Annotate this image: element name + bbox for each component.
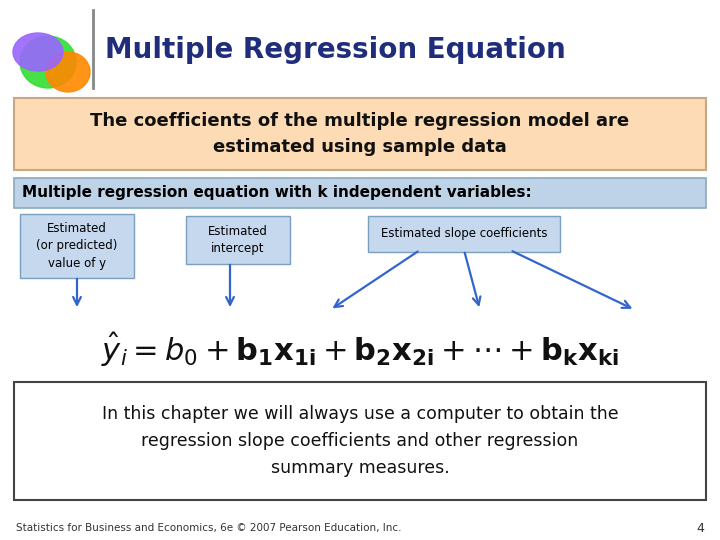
Text: The coefficients of the multiple regression model are
estimated using sample dat: The coefficients of the multiple regress… bbox=[91, 112, 629, 156]
FancyBboxPatch shape bbox=[14, 382, 706, 500]
Text: Statistics for Business and Economics, 6e © 2007 Pearson Education, Inc.: Statistics for Business and Economics, 6… bbox=[16, 523, 402, 533]
Text: In this chapter we will always use a computer to obtain the
regression slope coe: In this chapter we will always use a com… bbox=[102, 405, 618, 477]
FancyBboxPatch shape bbox=[186, 216, 290, 264]
FancyBboxPatch shape bbox=[14, 178, 706, 208]
Text: Estimated
(or predicted)
value of y: Estimated (or predicted) value of y bbox=[36, 222, 117, 269]
Ellipse shape bbox=[20, 36, 76, 88]
Text: Multiple Regression Equation: Multiple Regression Equation bbox=[105, 36, 566, 64]
Ellipse shape bbox=[46, 52, 90, 92]
Text: $\hat{y}_i = b_0 + \mathbf{b_1}\mathbf{x_{1i}} + \mathbf{b_2}\mathbf{x_{2i}} + \: $\hat{y}_i = b_0 + \mathbf{b_1}\mathbf{x… bbox=[101, 331, 619, 369]
Text: Estimated
intercept: Estimated intercept bbox=[208, 225, 268, 255]
FancyBboxPatch shape bbox=[368, 216, 560, 252]
FancyBboxPatch shape bbox=[20, 214, 134, 278]
Text: 4: 4 bbox=[696, 522, 704, 535]
FancyBboxPatch shape bbox=[14, 98, 706, 170]
Text: Estimated slope coefficients: Estimated slope coefficients bbox=[381, 227, 547, 240]
Text: Multiple regression equation with k independent variables:: Multiple regression equation with k inde… bbox=[22, 186, 532, 200]
Ellipse shape bbox=[13, 33, 63, 71]
